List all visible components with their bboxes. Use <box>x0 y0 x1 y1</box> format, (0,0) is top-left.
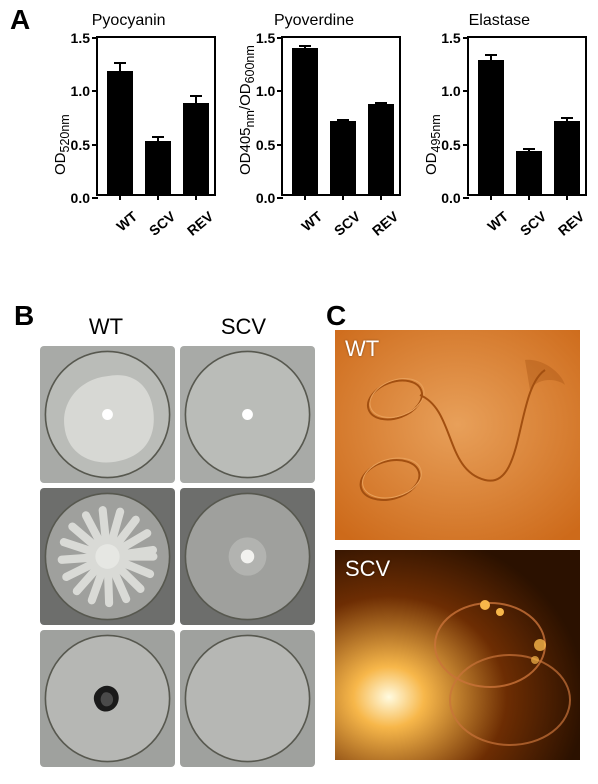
x-tick-label: REV <box>361 208 402 246</box>
bar-rev <box>368 104 394 194</box>
bar-wt <box>107 71 133 194</box>
plot-area: 0.00.51.01.5WTSCVREV <box>281 36 401 196</box>
panel-c: WT SCV <box>335 330 580 770</box>
y-tick-label: 1.0 <box>441 83 468 99</box>
y-tick-label: 0.0 <box>441 190 468 206</box>
micrograph-label: SCV <box>345 556 390 582</box>
y-tick-label: 1.5 <box>71 30 98 46</box>
x-tick-label: WT <box>470 208 511 246</box>
panel-c-label: C <box>326 300 346 332</box>
error-bar <box>195 96 197 103</box>
error-cap <box>375 102 387 104</box>
x-tick-label: REV <box>175 208 216 246</box>
bar-wt <box>292 48 318 194</box>
micrograph-label: WT <box>345 336 379 362</box>
x-tick <box>157 194 159 200</box>
x-tick-label: SCV <box>508 208 549 246</box>
x-tick <box>119 194 121 200</box>
x-tick-label: REV <box>546 208 587 246</box>
chart-title: Elastase <box>415 12 584 30</box>
bar-scv <box>330 121 356 194</box>
bar-rev <box>554 121 580 194</box>
panel-b-label: B <box>14 300 34 332</box>
y-tick-label: 0.5 <box>441 137 468 153</box>
y-axis-label: OD405nm/OD600nm <box>237 45 257 175</box>
micrograph-wt: WT <box>335 330 580 540</box>
error-cap <box>485 54 497 56</box>
chart-pyocyanin: PyocyaninOD520nm0.00.51.01.5WTSCVREV <box>44 12 221 260</box>
y-tick-label: 0.0 <box>71 190 98 206</box>
dish-wt-row2 <box>40 488 175 625</box>
error-cap <box>152 136 164 138</box>
error-cap <box>114 62 126 64</box>
micrograph-scv: SCV <box>335 550 580 760</box>
bar-rev <box>183 103 209 194</box>
chart-title: Pyoverdine <box>229 12 398 30</box>
panel-b-headers: WT SCV <box>40 314 315 340</box>
x-tick <box>342 194 344 200</box>
bar-scv <box>145 141 171 194</box>
panel-b-grid <box>40 346 315 767</box>
chart-elastase: ElastaseOD495nm0.00.51.01.5WTSCVREV <box>415 12 592 260</box>
error-cap <box>561 117 573 119</box>
x-tick <box>528 194 530 200</box>
chart-pyoverdine: PyoverdineOD405nm/OD600nm0.00.51.01.5WTS… <box>229 12 406 260</box>
panel-a: PyocyaninOD520nm0.00.51.01.5WTSCVREVPyov… <box>44 12 592 272</box>
y-tick-label: 1.0 <box>71 83 98 99</box>
dish-scv-row2 <box>180 488 315 625</box>
y-tick-label: 0.0 <box>256 190 283 206</box>
dish-scv-row3 <box>180 630 315 767</box>
panel-a-label: A <box>10 4 30 36</box>
panel-b-col-wt: WT <box>89 314 123 340</box>
panel-b: WT SCV <box>40 314 315 767</box>
y-axis-label: OD495nm <box>423 114 443 175</box>
plot-area: 0.00.51.01.5WTSCVREV <box>96 36 216 196</box>
x-tick-label: SCV <box>137 208 178 246</box>
chart-title: Pyocyanin <box>44 12 213 30</box>
dish-wt-row3 <box>40 630 175 767</box>
x-tick <box>304 194 306 200</box>
y-tick-label: 1.5 <box>441 30 468 46</box>
x-tick <box>195 194 197 200</box>
error-bar <box>119 63 121 72</box>
x-tick <box>380 194 382 200</box>
dish-wt-row1 <box>40 346 175 483</box>
panel-b-col-scv: SCV <box>221 314 266 340</box>
y-tick-label: 1.0 <box>256 83 283 99</box>
dish-scv-row1 <box>180 346 315 483</box>
bar-scv <box>516 151 542 194</box>
bar-wt <box>478 60 504 194</box>
x-tick <box>490 194 492 200</box>
y-axis-label: OD520nm <box>52 114 72 175</box>
error-cap <box>523 148 535 150</box>
x-tick-label: WT <box>285 208 326 246</box>
y-tick-label: 1.5 <box>256 30 283 46</box>
plot-area: 0.00.51.01.5WTSCVREV <box>467 36 587 196</box>
x-tick-label: SCV <box>323 208 364 246</box>
error-cap <box>299 45 311 47</box>
error-cap <box>190 95 202 97</box>
x-tick-label: WT <box>99 208 140 246</box>
y-tick-label: 0.5 <box>71 137 98 153</box>
y-tick-label: 0.5 <box>256 137 283 153</box>
error-cap <box>337 119 349 121</box>
x-tick <box>566 194 568 200</box>
